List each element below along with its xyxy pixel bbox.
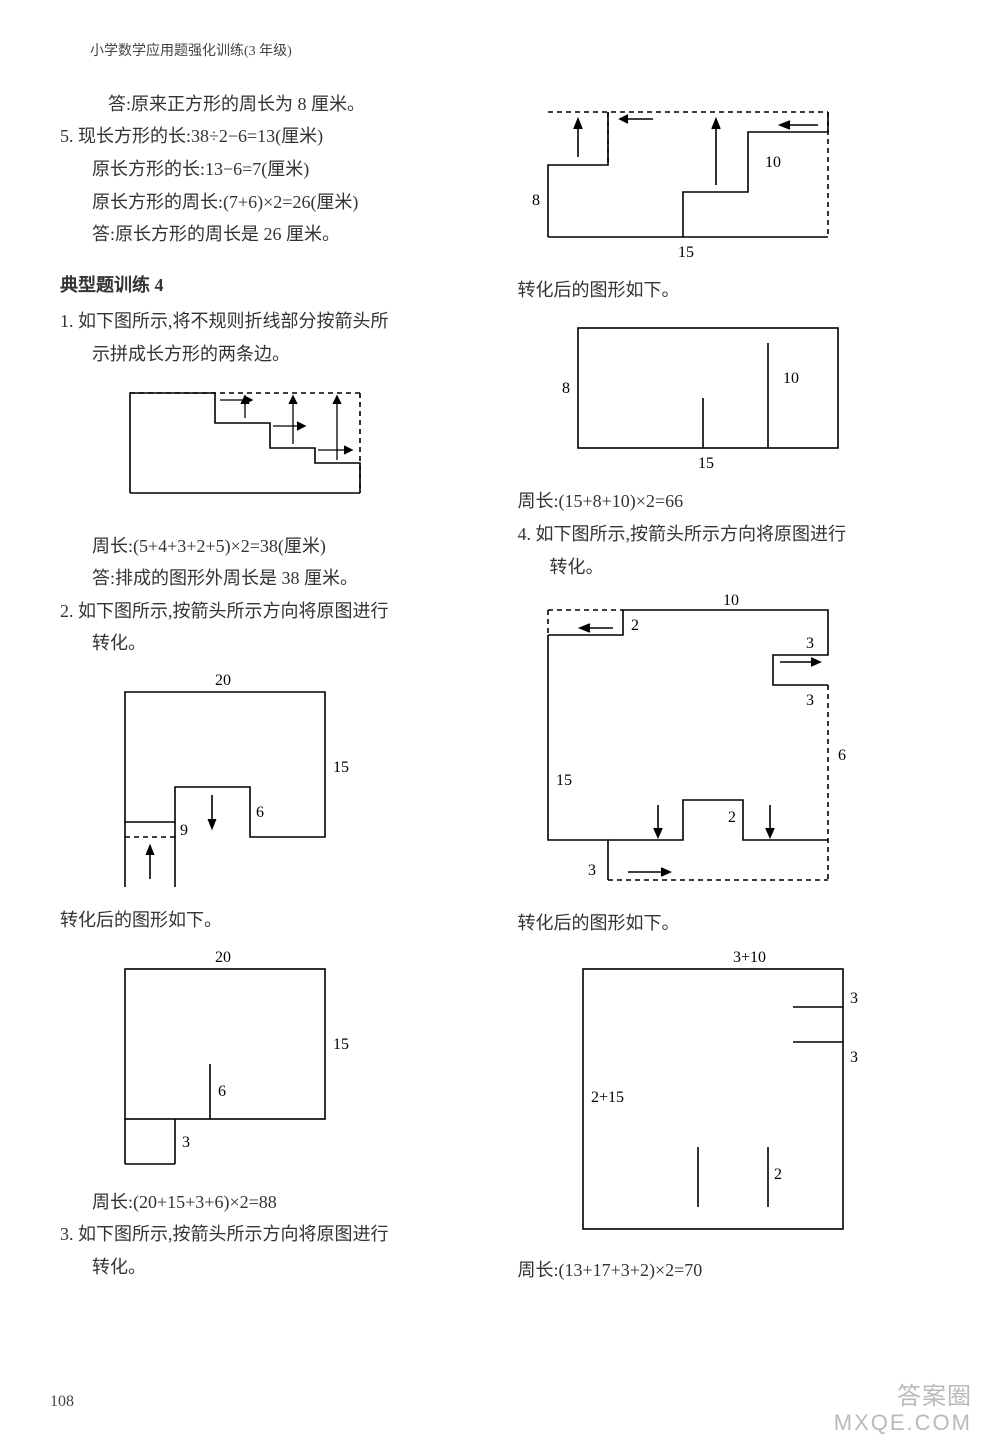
svg-text:3: 3	[182, 1134, 190, 1151]
right-column: 8 10 15 转化后的图形如下。 8	[518, 89, 941, 1288]
svg-text:3+10: 3+10	[733, 949, 766, 966]
q1-line2: 示拼成长方形的两条边。	[92, 339, 483, 370]
q3-line2: 转化。	[92, 1252, 483, 1283]
svg-text:3: 3	[850, 990, 858, 1007]
svg-text:2: 2	[631, 617, 639, 634]
q3-line1: 3. 如下图所示,按箭头所示方向将原图进行	[60, 1219, 483, 1250]
svg-text:15: 15	[678, 244, 694, 261]
q5-line1: 5. 现长方形的长:38÷2−6=13(厘米)	[60, 121, 483, 152]
svg-text:6: 6	[256, 804, 264, 821]
svg-text:10: 10	[765, 154, 781, 171]
svg-text:3: 3	[806, 692, 814, 709]
q4-calc: 周长:(13+17+3+2)×2=70	[518, 1255, 941, 1286]
q4-result-label: 转化后的图形如下。	[518, 908, 941, 939]
svg-text:2: 2	[774, 1166, 782, 1183]
svg-text:8: 8	[532, 192, 540, 209]
svg-text:10: 10	[723, 592, 739, 609]
q4-line2: 转化。	[550, 552, 941, 583]
q3-result-label: 转化后的图形如下。	[518, 275, 941, 306]
watermark-top: 答案圈	[834, 1384, 972, 1410]
q2-result-label: 转化后的图形如下。	[60, 905, 483, 936]
svg-text:3: 3	[850, 1049, 858, 1066]
section-heading: 典型题训练 4	[60, 270, 483, 301]
svg-text:2: 2	[728, 809, 736, 826]
svg-text:8: 8	[562, 380, 570, 397]
diagram-1	[100, 378, 483, 523]
q1-line1: 1. 如下图所示,将不规则折线部分按箭头所	[60, 306, 483, 337]
q5-line3: 原长方形的周长:(7+6)×2=26(厘米)	[92, 187, 483, 218]
page-number: 108	[50, 1388, 74, 1415]
watermark: 答案圈 MXQE.COM	[834, 1384, 972, 1435]
svg-text:15: 15	[333, 759, 349, 776]
label-20: 20	[215, 672, 231, 689]
svg-text:6: 6	[218, 1083, 226, 1100]
svg-text:15: 15	[698, 455, 714, 472]
svg-text:6: 6	[838, 747, 846, 764]
page-header: 小学数学应用题强化训练(3 年级)	[90, 40, 940, 64]
q4-line1: 4. 如下图所示,按箭头所示方向将原图进行	[518, 519, 941, 550]
svg-text:3: 3	[588, 862, 596, 879]
svg-text:10: 10	[783, 370, 799, 387]
svg-text:15: 15	[333, 1036, 349, 1053]
diagram-2a: 20 15 6 9	[100, 667, 483, 897]
q1-ans: 答:排成的图形外周长是 38 厘米。	[92, 563, 483, 594]
diagram-4a: 10 2 3 3 6 15 2 3	[528, 590, 941, 900]
diagram-2b: 20 15 6 3	[100, 944, 483, 1179]
svg-text:9: 9	[180, 822, 188, 839]
svg-text:2+15: 2+15	[591, 1089, 624, 1106]
q2-line1: 2. 如下图所示,按箭头所示方向将原图进行	[60, 596, 483, 627]
q2-calc: 周长:(20+15+3+6)×2=88	[92, 1187, 483, 1218]
answer-prev: 答:原来正方形的周长为 8 厘米。	[108, 89, 483, 120]
left-column: 答:原来正方形的周长为 8 厘米。 5. 现长方形的长:38÷2−6=13(厘米…	[60, 89, 483, 1288]
svg-text:20: 20	[215, 949, 231, 966]
q2-line2: 转化。	[92, 628, 483, 659]
diagram-3b: 8 10 15	[558, 313, 941, 478]
watermark-bottom: MXQE.COM	[834, 1411, 972, 1435]
q5-line2: 原长方形的长:13−6=7(厘米)	[92, 154, 483, 185]
svg-text:15: 15	[556, 772, 572, 789]
svg-text:3: 3	[806, 635, 814, 652]
diagram-4b: 3+10 3 3 2+15 2	[558, 947, 941, 1247]
q5-line4: 答:原长方形的周长是 26 厘米。	[92, 219, 483, 250]
q3-calc: 周长:(15+8+10)×2=66	[518, 486, 941, 517]
q1-calc: 周长:(5+4+3+2+5)×2=38(厘米)	[92, 531, 483, 562]
diagram-3a: 8 10 15	[528, 97, 941, 267]
